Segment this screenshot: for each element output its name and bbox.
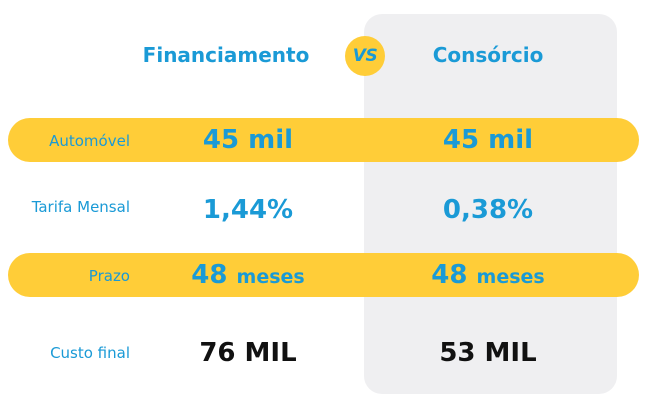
value-consorcio-prazo-number: 48 bbox=[431, 260, 468, 290]
column-header-consorcio: Consórcio bbox=[432, 43, 544, 67]
row-label-tarifa-mensal: Tarifa Mensal bbox=[31, 198, 130, 216]
row-label-custo-final: Custo final bbox=[50, 344, 130, 362]
value-financiamento-prazo: 48 meses bbox=[160, 258, 336, 294]
value-financiamento-custo: 76 MIL bbox=[199, 338, 297, 368]
column-header-financiamento: Financiamento bbox=[142, 43, 310, 67]
value-consorcio-prazo: 48 meses bbox=[400, 258, 576, 294]
consorcio-column-panel bbox=[364, 14, 617, 394]
vs-badge: VS bbox=[345, 36, 385, 76]
value-consorcio-custo: 53 MIL bbox=[439, 338, 537, 368]
value-financiamento-tarifa: 1,44% bbox=[202, 195, 294, 225]
value-financiamento-automovel: 45 mil bbox=[202, 125, 294, 155]
highlight-band-prazo bbox=[8, 253, 639, 297]
row-label-automovel: Automóvel bbox=[49, 132, 130, 150]
value-consorcio-prazo-unit: meses bbox=[476, 266, 545, 288]
value-financiamento-prazo-number: 48 bbox=[191, 260, 228, 290]
value-consorcio-automovel: 45 mil bbox=[442, 125, 534, 155]
value-consorcio-tarifa: 0,38% bbox=[442, 195, 534, 225]
value-financiamento-prazo-unit: meses bbox=[236, 266, 305, 288]
row-label-prazo: Prazo bbox=[88, 267, 130, 285]
highlight-band-automovel bbox=[8, 118, 639, 162]
